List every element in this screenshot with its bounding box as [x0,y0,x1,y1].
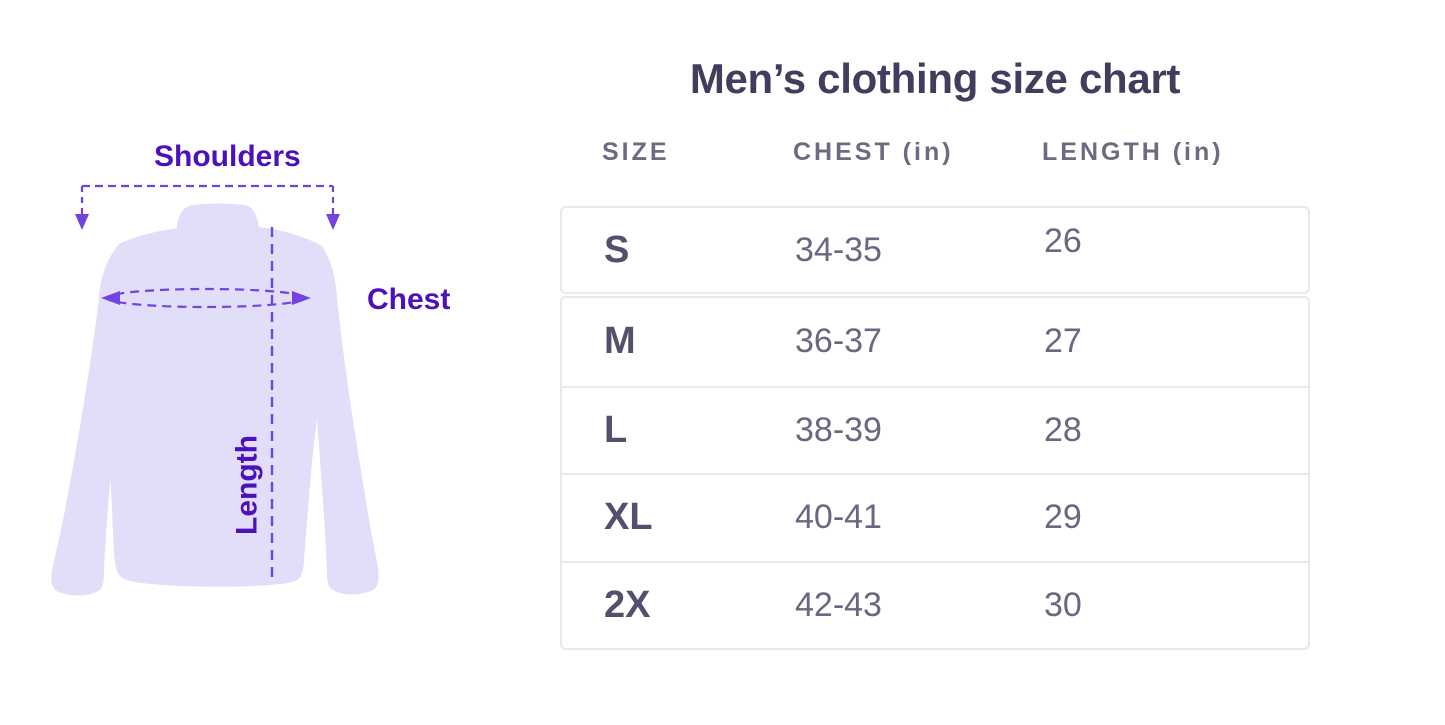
size-cell: S [604,228,630,271]
table-card-rest: M 36-37 27 L 38-39 28 XL 40-41 29 2X 42-… [560,296,1310,650]
chest-label: Chest [367,283,451,316]
shirt-illustration [51,184,379,596]
chest-cell: 36-37 [795,322,882,361]
size-cell: L [604,408,628,451]
length-label: Length [230,435,264,535]
table-row: M 36-37 27 [562,298,1308,386]
table-card-s: S 34-35 26 [560,206,1310,294]
chest-cell: 42-43 [795,585,882,624]
size-chart: Men’s clothing size chart SIZE CHEST (in… [560,0,1310,725]
length-cell: 27 [1044,322,1082,361]
table-row: L 38-39 28 [562,385,1308,474]
size-cell: 2X [604,583,651,626]
shirt-measurement-diagram: Shoulders Chest Length [0,0,520,725]
chest-cell: 34-35 [795,230,882,269]
chest-right-arrowhead [292,291,311,305]
length-cell: 30 [1044,585,1082,624]
table-header-row: SIZE CHEST (in) LENGTH (in) [560,138,1310,167]
shirt-left-sleeve [51,244,123,596]
shoulders-right-arrowhead [326,214,340,230]
length-cell: 29 [1044,498,1082,537]
shoulders-left-arrowhead [75,214,89,230]
column-header-size: SIZE [602,138,670,166]
table-row: 2X 42-43 30 [562,560,1308,649]
column-header-length: LENGTH (in) [1042,138,1224,166]
chest-cell: 38-39 [795,410,882,449]
page-title: Men’s clothing size chart [689,55,1181,102]
shirt-body [98,227,337,587]
chest-left-arrowhead [101,291,120,305]
size-cell: XL [604,496,653,539]
length-cell: 28 [1044,410,1082,449]
shirt-right-sleeve [310,246,379,595]
table-row: XL 40-41 29 [562,473,1308,561]
table-row: S 34-35 26 [562,208,1308,292]
column-header-chest: CHEST (in) [793,138,954,166]
chest-cell: 40-41 [795,498,882,537]
size-cell: M [604,320,636,363]
length-cell: 26 [1044,221,1082,260]
shoulders-label: Shoulders [154,140,301,173]
